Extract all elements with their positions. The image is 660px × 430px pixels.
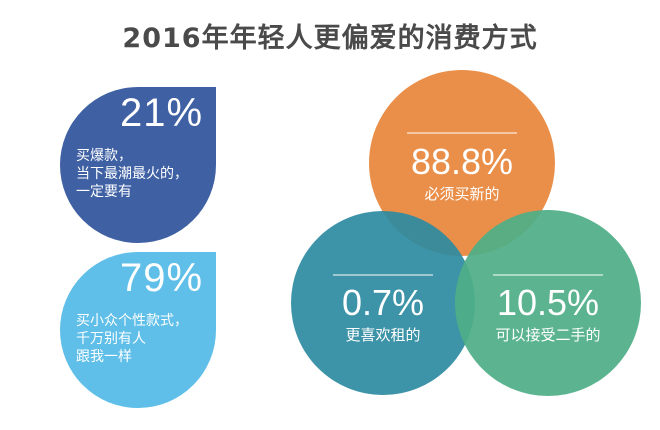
drop-shape-popular: 21% 买爆款， 当下最潮最火的， 一定要有 [60,87,216,243]
chart-title: 2016年年轻人更偏爱的消费方式 [122,23,538,54]
venn-text-rent: 更喜欢租的 [345,326,420,344]
venn-labels-group: 88.8% 必须买新的 0.7% 更喜欢租的 10.5% 可以接受二手的 [333,132,603,344]
venn-circle-secondhand [455,210,641,396]
venn-circles-group [291,70,641,396]
drop-percent-niche: 79% [120,256,204,300]
venn-text-new: 必须买新的 [424,185,499,203]
venn-percent-rent: 0.7% [342,282,424,323]
venn-text-secondhand: 可以接受二手的 [495,326,600,344]
venn-percent-new: 88.8% [411,141,513,182]
drop-text-niche: 买小众个性款式， 千万别有人 跟我一样 [76,313,188,365]
drop-percent-popular: 21% [120,91,204,135]
drop-text-popular: 买爆款， 当下最潮最火的， 一定要有 [76,148,188,200]
drop-shape-niche: 79% 买小众个性款式， 千万别有人 跟我一样 [60,252,216,408]
venn-percent-secondhand: 10.5% [497,282,599,323]
venn-circle-rent [291,211,475,395]
venn-circle-new [369,70,555,256]
